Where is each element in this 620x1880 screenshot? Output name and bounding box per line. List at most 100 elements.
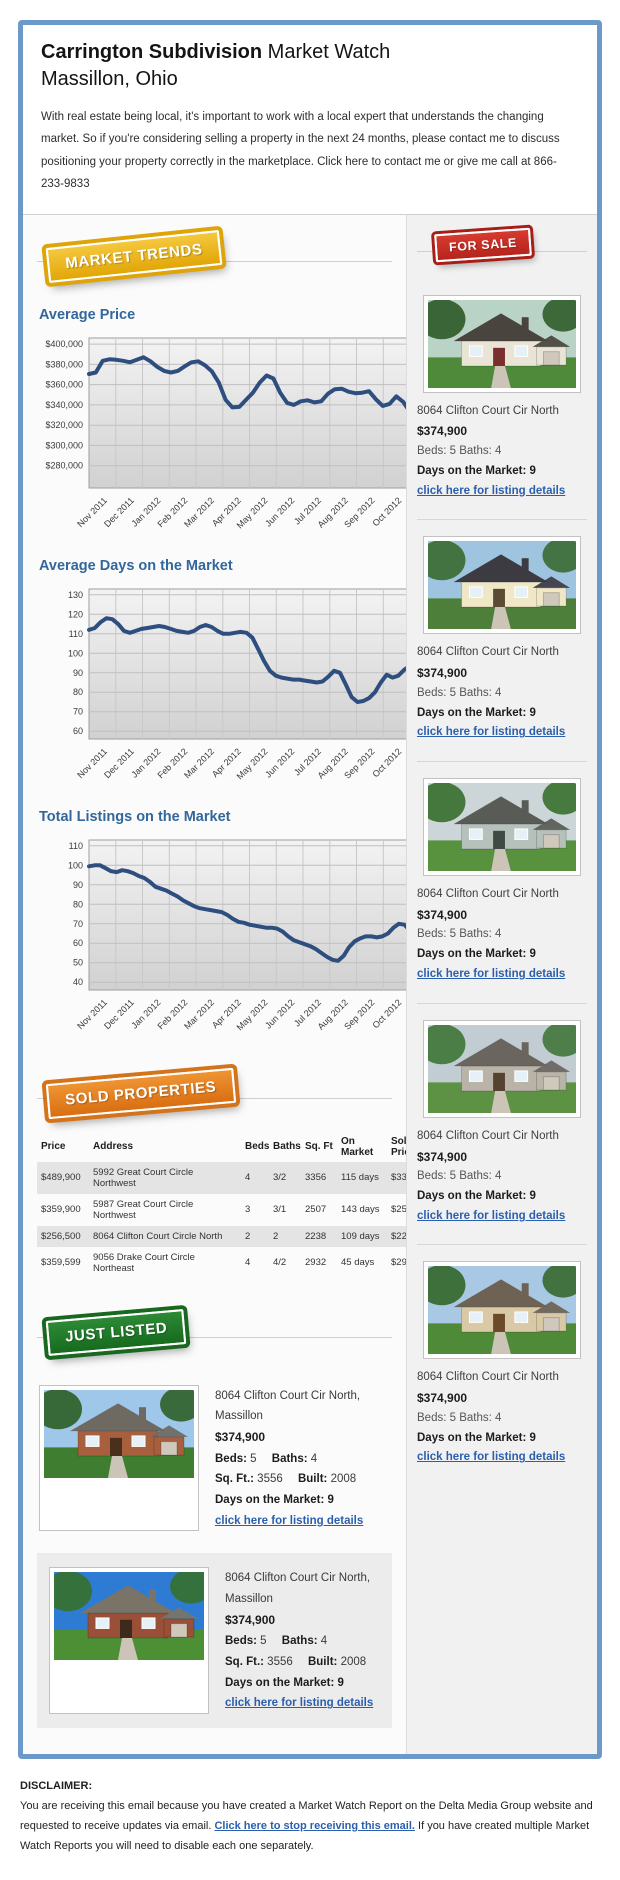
- table-header-row: Price Address Beds Baths Sq. Ft On Marke…: [37, 1132, 437, 1162]
- cell-address: 5992 Great Court Circle Northwest: [89, 1161, 241, 1194]
- unsubscribe-link[interactable]: Click here to stop receiving this email.: [214, 1819, 415, 1832]
- svg-text:110: 110: [69, 840, 83, 850]
- sqft-label: Sq. Ft.:: [225, 1656, 264, 1669]
- listing-address: 8064 Clifton Court Cir North: [417, 888, 559, 901]
- sold-properties-section-header: SOLD PROPERTIES: [37, 1067, 392, 1128]
- svg-text:Jun 2012: Jun 2012: [263, 746, 296, 779]
- svg-text:60: 60: [73, 938, 83, 948]
- listing-details: 8064 Clifton Court Cir North $374,900 Be…: [417, 1127, 587, 1227]
- built-label: Built:: [297, 1473, 328, 1486]
- listing-details-link[interactable]: click here for listing details: [215, 1514, 364, 1527]
- cell-beds: 4: [241, 1161, 269, 1194]
- just-listed-badge: JUST LISTED: [45, 1308, 187, 1356]
- svg-text:80: 80: [73, 687, 83, 697]
- cell-baths: 3/2: [269, 1161, 301, 1194]
- listing-details: 8064 Clifton Court Cir North, Massillon …: [225, 1567, 380, 1714]
- listing-beds-baths: Beds: 5 Baths: 4: [417, 1170, 502, 1183]
- days-on-market: Days on the Market: 9: [225, 1676, 344, 1689]
- beds-label: Beds:: [215, 1452, 247, 1465]
- page-title-subdivision: Carrington Subdivision: [41, 41, 263, 63]
- cell-baths: 3/1: [273, 1204, 287, 1216]
- table-row: $359,900 5987 Great Court Circle Northwes…: [37, 1194, 437, 1226]
- svg-text:$340,000: $340,000: [45, 400, 83, 410]
- listing-photo[interactable]: [39, 1384, 199, 1532]
- just-listed-item: 8064 Clifton Court Cir North, Massillon …: [39, 1384, 390, 1532]
- listing-details-link[interactable]: click here for listing details: [225, 1697, 374, 1710]
- listing-beds-baths: Beds: 5 Baths: 4: [417, 686, 502, 699]
- listing-address: 8064 Clifton Court Cir North, Massillon: [215, 1389, 361, 1423]
- cell-address: 9056 Drake Court Circle Northeast: [93, 1251, 195, 1274]
- cell-sqft: 2507: [305, 1204, 327, 1216]
- cell-beds: 4: [245, 1257, 251, 1269]
- listing-details-link[interactable]: click here for listing details: [417, 726, 566, 739]
- listing-details: 8064 Clifton Court Cir North $374,900 Be…: [417, 402, 587, 502]
- listing-details: 8064 Clifton Court Cir North $374,900 Be…: [417, 1368, 587, 1468]
- cell-sqft: 3356: [301, 1161, 337, 1194]
- table-row: $256,500 8064 Clifton Court Circle North 2…: [37, 1225, 437, 1247]
- page-subtitle: Massillon, Ohio: [41, 68, 178, 90]
- days-on-market: Days on the Market: 9: [417, 1189, 536, 1202]
- listing-price: $374,900: [215, 1430, 266, 1445]
- main-column: MARKET TRENDS Average Price $400,000 $380…: [23, 214, 437, 1755]
- col-header-onmarket: On Market: [341, 1135, 374, 1158]
- svg-text:Jun 2012: Jun 2012: [263, 495, 296, 528]
- cell-sqft: 2238: [301, 1225, 337, 1247]
- listing-details: 8064 Clifton Court Cir North $374,900 Be…: [417, 643, 587, 743]
- baths-value: 4: [310, 1452, 318, 1465]
- listing-details-link[interactable]: click here for listing details: [417, 1451, 566, 1464]
- col-header-baths: Baths: [273, 1141, 301, 1153]
- listing-photo[interactable]: [423, 778, 581, 877]
- days-on-market: Days on the Market: 9: [417, 706, 536, 719]
- svg-text:90: 90: [73, 879, 83, 889]
- sidebar-listing: 8064 Clifton Court Cir North $374,900 Be…: [417, 519, 587, 753]
- listing-details-link[interactable]: click here for listing details: [417, 1209, 566, 1222]
- table-row: $359,599 9056 Drake Court Circle Northeas…: [37, 1247, 437, 1279]
- cell-baths: 2: [269, 1225, 301, 1247]
- for-sale-sidebar: FOR SALE 8064 Clifton Court Cir North $3…: [406, 214, 597, 1755]
- listing-beds-baths: Beds: 5 Baths: 4: [417, 1411, 502, 1424]
- listing-address: 8064 Clifton Court Cir North: [417, 1129, 559, 1142]
- page-title: Carrington Subdivision Market Watch Mass…: [41, 39, 579, 93]
- listing-price: $374,900: [417, 1149, 468, 1164]
- total-listings-chart: 110 100 90 80 70 60 50 40 Nov 2011 Dec 2011 Jan 20…: [37, 832, 412, 1044]
- listing-photo[interactable]: [49, 1567, 209, 1715]
- cell-onmarket: 115 days: [337, 1161, 387, 1194]
- market-trends-badge: MARKET TRENDS: [45, 229, 223, 283]
- baths-label: Baths:: [281, 1635, 318, 1648]
- email-container: Carrington Subdivision Market Watch Mass…: [18, 20, 602, 1760]
- col-header-sqft: Sq. Ft: [305, 1141, 333, 1153]
- market-trends-section-header: MARKET TRENDS: [37, 229, 392, 291]
- average-price-chart: $400,000 $380,000 $360,000 $340,000 $320,000…: [37, 330, 412, 542]
- listing-details-link[interactable]: click here for listing details: [417, 967, 566, 980]
- listing-address: 8064 Clifton Court Cir North: [417, 646, 559, 659]
- sqft-value: 3556: [267, 1656, 293, 1669]
- svg-text:Oct 2012: Oct 2012: [371, 495, 404, 528]
- disclaimer-heading: DISCLAIMER:: [20, 1780, 93, 1793]
- sidebar-listing: 8064 Clifton Court Cir North $374,900 Be…: [417, 1244, 587, 1478]
- days-on-market: Days on the Market: 9: [417, 948, 536, 961]
- just-listed-section-header: JUST LISTED: [37, 1308, 392, 1367]
- cell-sqft: 2932: [305, 1257, 327, 1269]
- email-page: Carrington Subdivision Market Watch Mass…: [0, 20, 620, 1880]
- listing-photo[interactable]: [423, 1261, 581, 1360]
- sidebar-listing: 8064 Clifton Court Cir North $374,900 Be…: [417, 279, 587, 512]
- listing-address: 8064 Clifton Court Cir North: [417, 404, 559, 417]
- svg-text:70: 70: [73, 706, 83, 716]
- listing-photo[interactable]: [423, 536, 581, 635]
- days-on-market: Days on the Market: 9: [215, 1494, 334, 1507]
- listing-photo[interactable]: [423, 294, 581, 393]
- cell-price: $359,599: [41, 1257, 81, 1269]
- built-label: Built:: [307, 1656, 338, 1669]
- listing-details-link[interactable]: click here for listing details: [417, 484, 566, 497]
- svg-text:60: 60: [73, 726, 83, 736]
- sidebar-listing: 8064 Clifton Court Cir North $374,900 Be…: [417, 1002, 587, 1237]
- listing-price: $374,900: [417, 1391, 468, 1406]
- listing-photo[interactable]: [423, 1019, 581, 1118]
- cell-beds: 3: [245, 1204, 251, 1216]
- divider: [37, 1336, 392, 1338]
- listing-beds-baths: Beds: 5 Baths: 4: [417, 928, 502, 941]
- listing-specs: Beds: 5 Baths: 4 Sq. Ft.: 3556 Built: 20…: [215, 1449, 390, 1490]
- svg-text:Jun 2012: Jun 2012: [263, 997, 296, 1030]
- cell-address: 5987 Great Court Circle Northwest: [93, 1198, 194, 1221]
- svg-text:70: 70: [73, 918, 83, 928]
